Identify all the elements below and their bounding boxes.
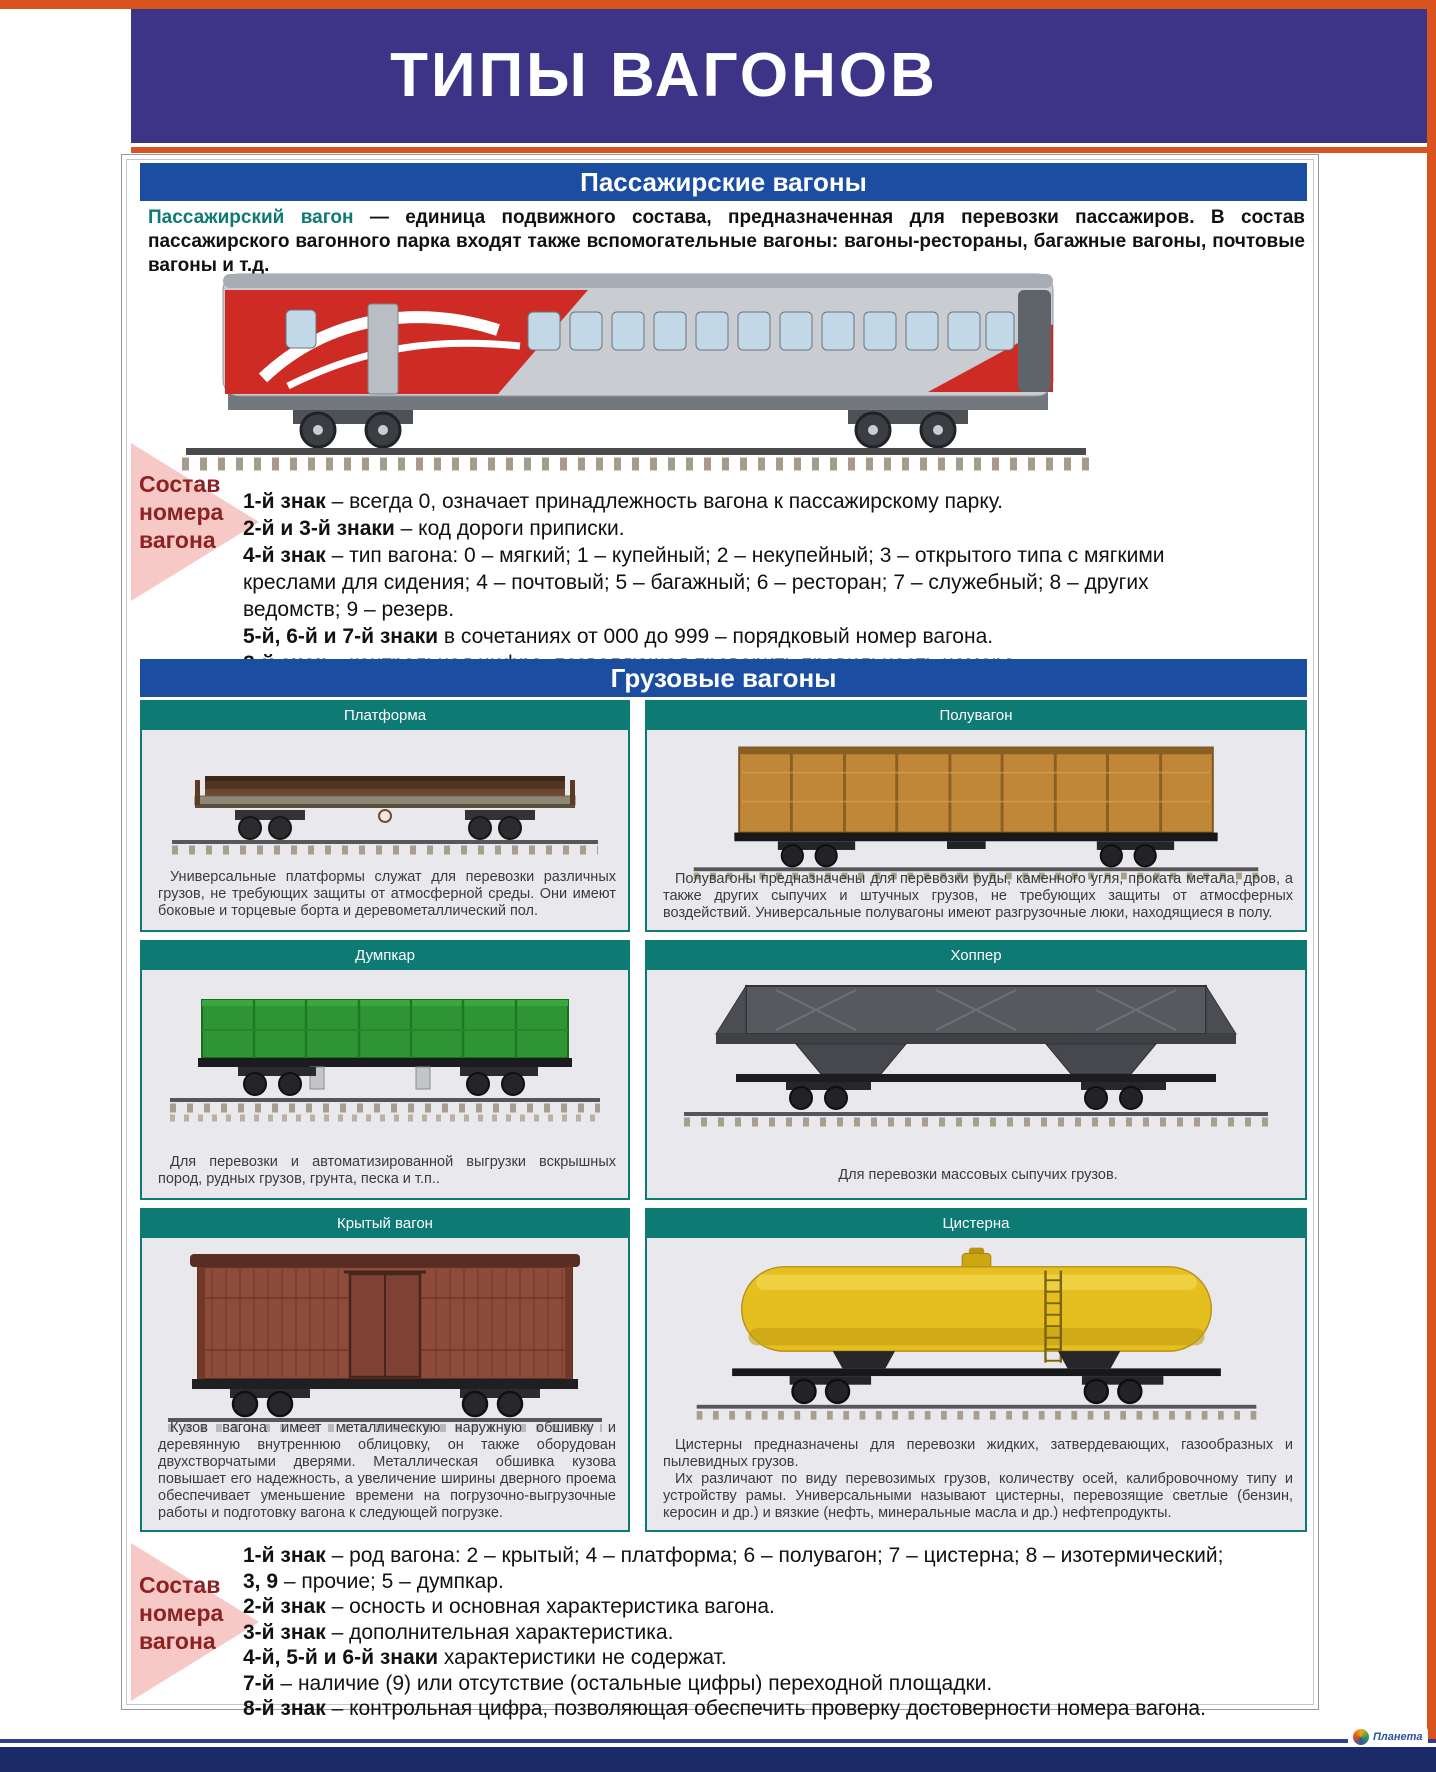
card-hopper: Хоппер xyxy=(645,940,1307,1200)
note-line: 4-й знак – тип вагона: 0 – мягкий; 1 – к… xyxy=(243,544,1165,621)
freight-number-notes: 1-й знак – род вагона: 2 – крытый; 4 – п… xyxy=(243,1543,1253,1722)
card-boxcar: Крытый вагон xyxy=(140,1208,630,1532)
card-hopper-title: Хоппер xyxy=(647,942,1305,970)
boxcar-illustration xyxy=(142,1238,628,1433)
passenger-car-drawing xyxy=(182,273,1090,471)
right-orange-border xyxy=(1427,0,1436,1739)
poster-title: ТИПЫ ВАГОНОВ xyxy=(390,41,938,110)
publisher-logo-text: Планета xyxy=(1373,1731,1423,1743)
outer-frame xyxy=(121,154,1319,1710)
card-tankcar-title: Цистерна xyxy=(647,1210,1305,1238)
footer-navy-bar xyxy=(0,1747,1436,1772)
publisher-logo: Планета xyxy=(1348,1727,1428,1747)
dumpcar-illustration xyxy=(142,970,628,1138)
inner-frame xyxy=(126,159,1314,1705)
card-boxcar-title: Крытый вагон xyxy=(142,1210,628,1238)
card-gondola: Полувагон xyxy=(645,700,1307,932)
publisher-logo-icon xyxy=(1353,1729,1369,1745)
gondola-illustration xyxy=(647,730,1305,880)
card-dumpcar-description: Для перевозки и автоматизированной выгру… xyxy=(158,1154,616,1187)
tankcar-illustration xyxy=(647,1238,1305,1425)
card-gondola-description: Полувагоны предназначены для перевозки р… xyxy=(663,871,1293,921)
note-line: 3-й знак – дополнительная характеристика… xyxy=(243,1620,674,1644)
card-gondola-title: Полувагон xyxy=(647,702,1305,730)
passenger-section-header: Пассажирские вагоны xyxy=(140,163,1307,201)
card-tankcar: Цистерна xyxy=(645,1208,1307,1532)
note-line: 2-й знак – осность и основная характерис… xyxy=(243,1595,775,1618)
note-line: 7-й – наличие (9) или отсутствие (осталь… xyxy=(243,1671,993,1695)
freight-section-header: Грузовые вагоны xyxy=(140,659,1307,697)
title-band: ТИПЫ ВАГОНОВ xyxy=(131,9,1427,143)
passenger-intro: Пассажирский вагон — единица подвижного … xyxy=(148,206,1305,278)
platform-illustration xyxy=(142,730,628,855)
passenger-intro-text: — единица подвижного состава, предназнач… xyxy=(148,207,1305,276)
passenger-number-label: Состав номера вагона xyxy=(139,471,224,553)
card-dumpcar-title: Думпкар xyxy=(142,942,628,970)
card-dumpcar: Думпкар xyxy=(140,940,630,1200)
note-line: 3, 9 – прочие; 5 – думпкар. xyxy=(243,1569,504,1593)
note-line: 1-й знак – род вагона: 2 – крытый; 4 – п… xyxy=(243,1544,1224,1567)
note-line: 8-й знак – контрольная цифра, позволяюща… xyxy=(243,1697,1206,1720)
orange-divider xyxy=(131,147,1427,153)
note-line: 5-й, 6-й и 7-й знаки в сочетаниях от 000… xyxy=(243,625,994,648)
card-hopper-description: Для перевозки массовых сыпучих грузов. xyxy=(838,1167,1118,1183)
note-line: 1-й знак – всегда 0, означает принадлежн… xyxy=(243,490,1003,513)
passenger-intro-lead: Пассажирский вагон xyxy=(148,207,354,228)
top-orange-border xyxy=(0,0,1436,9)
passenger-number-notes: 1-й знак – всегда 0, означает принадлежн… xyxy=(243,488,1251,677)
card-platform: Платформа Универсальные xyxy=(140,700,630,932)
note-line: 4-й, 5-й и 6-й знаки характеристики не с… xyxy=(243,1646,727,1669)
hopper-illustration xyxy=(647,970,1305,1138)
card-platform-description: Универсальные платформы служат для перев… xyxy=(158,869,616,919)
footer-blue-stripe xyxy=(0,1739,1436,1743)
card-boxcar-description: Кузов вагона имеет металлическую наружну… xyxy=(158,1420,616,1521)
card-tankcar-description: Цистерны предназначены для перевозки жид… xyxy=(663,1437,1293,1521)
note-line: 2-й и 3-й знаки – код дороги приписки. xyxy=(243,517,625,540)
card-platform-title: Платформа xyxy=(142,702,628,730)
passenger-car-illustration xyxy=(168,246,1103,481)
freight-number-label: Состав номера вагона xyxy=(139,1572,224,1654)
